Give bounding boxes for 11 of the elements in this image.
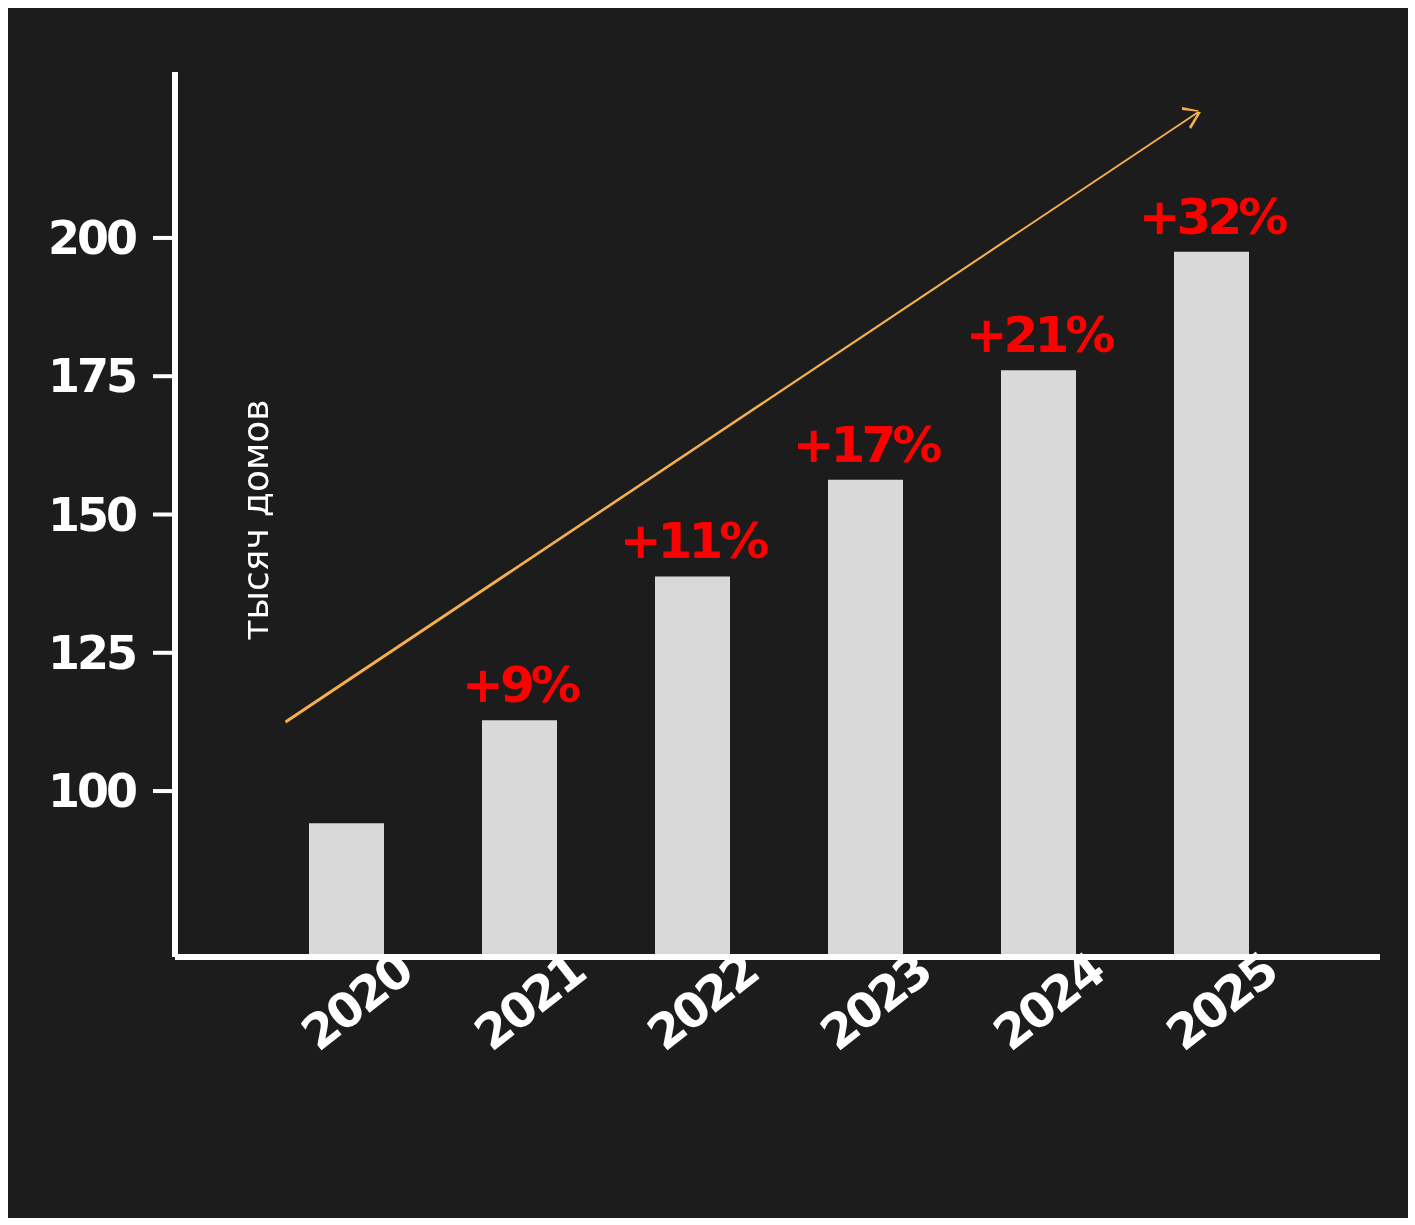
y-tick-label: 175 [47, 349, 135, 404]
annotation: +32% [1138, 187, 1288, 246]
y-tick-label: 125 [47, 625, 135, 680]
annotation: +17% [792, 415, 942, 474]
y-tick-label: 150 [47, 487, 136, 542]
annotation: +11% [619, 512, 769, 571]
y-tick-label: 100 [47, 764, 136, 819]
annotation: +21% [965, 306, 1115, 365]
annotation: +9% [462, 656, 580, 715]
y-axis-title: тысяч домов [235, 399, 276, 641]
y-tick-label: 200 [47, 210, 136, 265]
